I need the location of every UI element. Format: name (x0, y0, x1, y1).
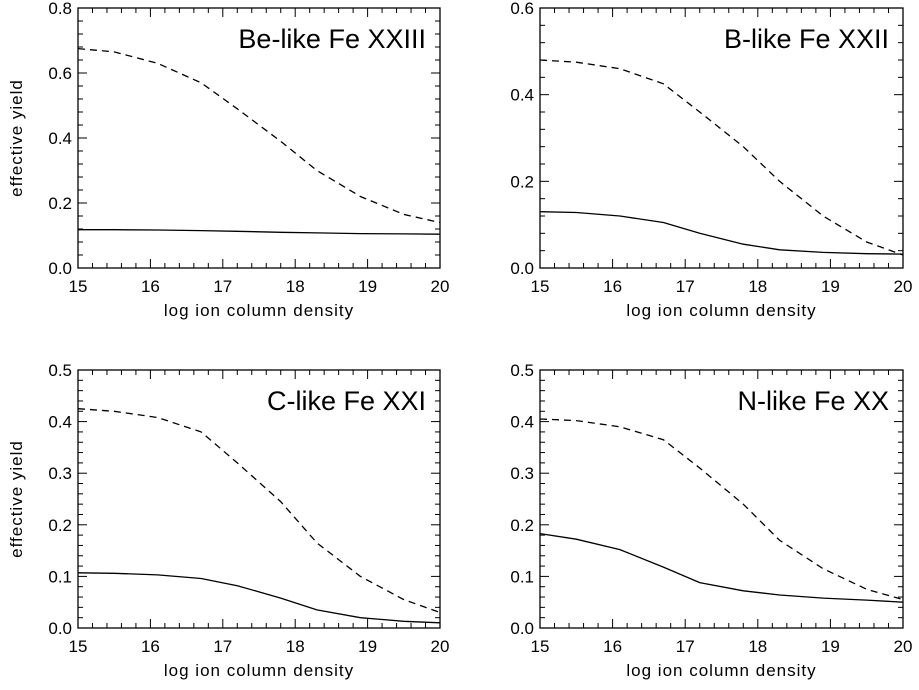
panel-title: N-like Fe XX (737, 386, 889, 416)
x-tick-label: 15 (531, 637, 550, 656)
panel-title: Be-like Fe XXIII (238, 24, 426, 54)
x-tick-label: 16 (141, 637, 160, 656)
chart-panel-1: 15 16 17 18 19 20 0.0 0.2 0.4 0.6 0.8 log ion colum… (7, 0, 449, 320)
y-tick-label: 0.5 (510, 361, 534, 380)
plot-frame (539, 369, 904, 629)
dashed-series-line (539, 59, 904, 256)
y-tick-label: 0.4 (48, 129, 72, 148)
y-tick-label: 0.1 (510, 567, 534, 586)
x-tick-label: 19 (821, 277, 840, 296)
x-tick-label: 15 (531, 277, 550, 296)
dashed-series-line (77, 47, 441, 224)
y-tick-label: 0.0 (48, 259, 72, 278)
solid-series-line (77, 572, 441, 624)
panel-title: C-like Fe XXI (267, 386, 426, 416)
x-tick-label: 15 (69, 637, 88, 656)
x-tick-label: 17 (676, 277, 695, 296)
x-tick-label: 19 (358, 277, 377, 296)
x-tick-label: 20 (431, 637, 450, 656)
solid-series-line (539, 532, 904, 603)
y-tick-label: 0.2 (510, 172, 534, 191)
x-tick-label: 17 (676, 637, 695, 656)
x-tick-label: 18 (748, 277, 767, 296)
panel-title: B-like Fe XXII (724, 24, 889, 54)
x-tick-label: 17 (213, 637, 232, 656)
y-tick-label: 0.6 (48, 64, 72, 83)
x-tick-label: 18 (286, 277, 305, 296)
x-tick-label: 16 (141, 277, 160, 296)
x-tick-label: 16 (603, 277, 622, 296)
y-tick-label: 0.4 (510, 413, 534, 432)
x-tick-label: 17 (213, 277, 232, 296)
solid-series-line (539, 211, 904, 255)
chart-panel-4: 15 16 17 18 19 20 0.0 0.1 0.2 0.3 0.4 0.5 log ion co… (510, 361, 912, 680)
x-axis-label: log ion column density (626, 661, 816, 680)
x-axis-label: log ion column density (626, 301, 816, 320)
chart-panel-2: 15 16 17 18 19 20 0.0 0.2 0.4 0.6 log ion column d… (510, 0, 912, 320)
y-tick-label: 0.3 (510, 464, 534, 483)
y-tick-label: 0.4 (510, 86, 534, 105)
y-tick-label: 0.6 (510, 0, 534, 18)
y-axis-label: effective yield (7, 440, 26, 558)
x-tick-label: 18 (286, 637, 305, 656)
y-tick-label: 0.1 (48, 567, 72, 586)
dashed-series-line (77, 408, 441, 614)
x-axis-label: log ion column density (164, 301, 354, 320)
x-tick-label: 20 (894, 637, 913, 656)
panels: 15 16 17 18 19 20 0.0 0.2 0.4 0.6 0.8 log ion colum… (7, 0, 912, 680)
x-tick-label: 20 (894, 277, 913, 296)
y-tick-label: 0.0 (48, 619, 72, 638)
y-tick-label: 0.5 (48, 361, 72, 380)
y-tick-label: 0.2 (48, 516, 72, 535)
x-tick-label: 19 (358, 637, 377, 656)
y-tick-label: 0.3 (48, 464, 72, 483)
x-tick-label: 16 (603, 637, 622, 656)
plot-frame (539, 7, 904, 269)
y-tick-label: 0.0 (510, 619, 534, 638)
y-axis-label: effective yield (7, 79, 26, 197)
x-tick-label: 15 (69, 277, 88, 296)
y-tick-label: 0.2 (48, 194, 72, 213)
y-tick-label: 0.0 (510, 259, 534, 278)
x-tick-label: 20 (431, 277, 450, 296)
chart-panel-3: 15 16 17 18 19 20 0.0 0.1 0.2 0.3 0.4 0.5 log ion co… (7, 361, 449, 680)
x-tick-label: 19 (821, 637, 840, 656)
x-tick-label: 18 (748, 637, 767, 656)
plot-frame (77, 369, 441, 629)
dashed-series-line (539, 418, 904, 601)
y-tick-label: 0.2 (510, 516, 534, 535)
y-tick-label: 0.4 (48, 413, 72, 432)
solid-series-line (78, 229, 441, 235)
x-axis-label: log ion column density (164, 661, 354, 680)
y-tick-label: 0.8 (48, 0, 72, 18)
